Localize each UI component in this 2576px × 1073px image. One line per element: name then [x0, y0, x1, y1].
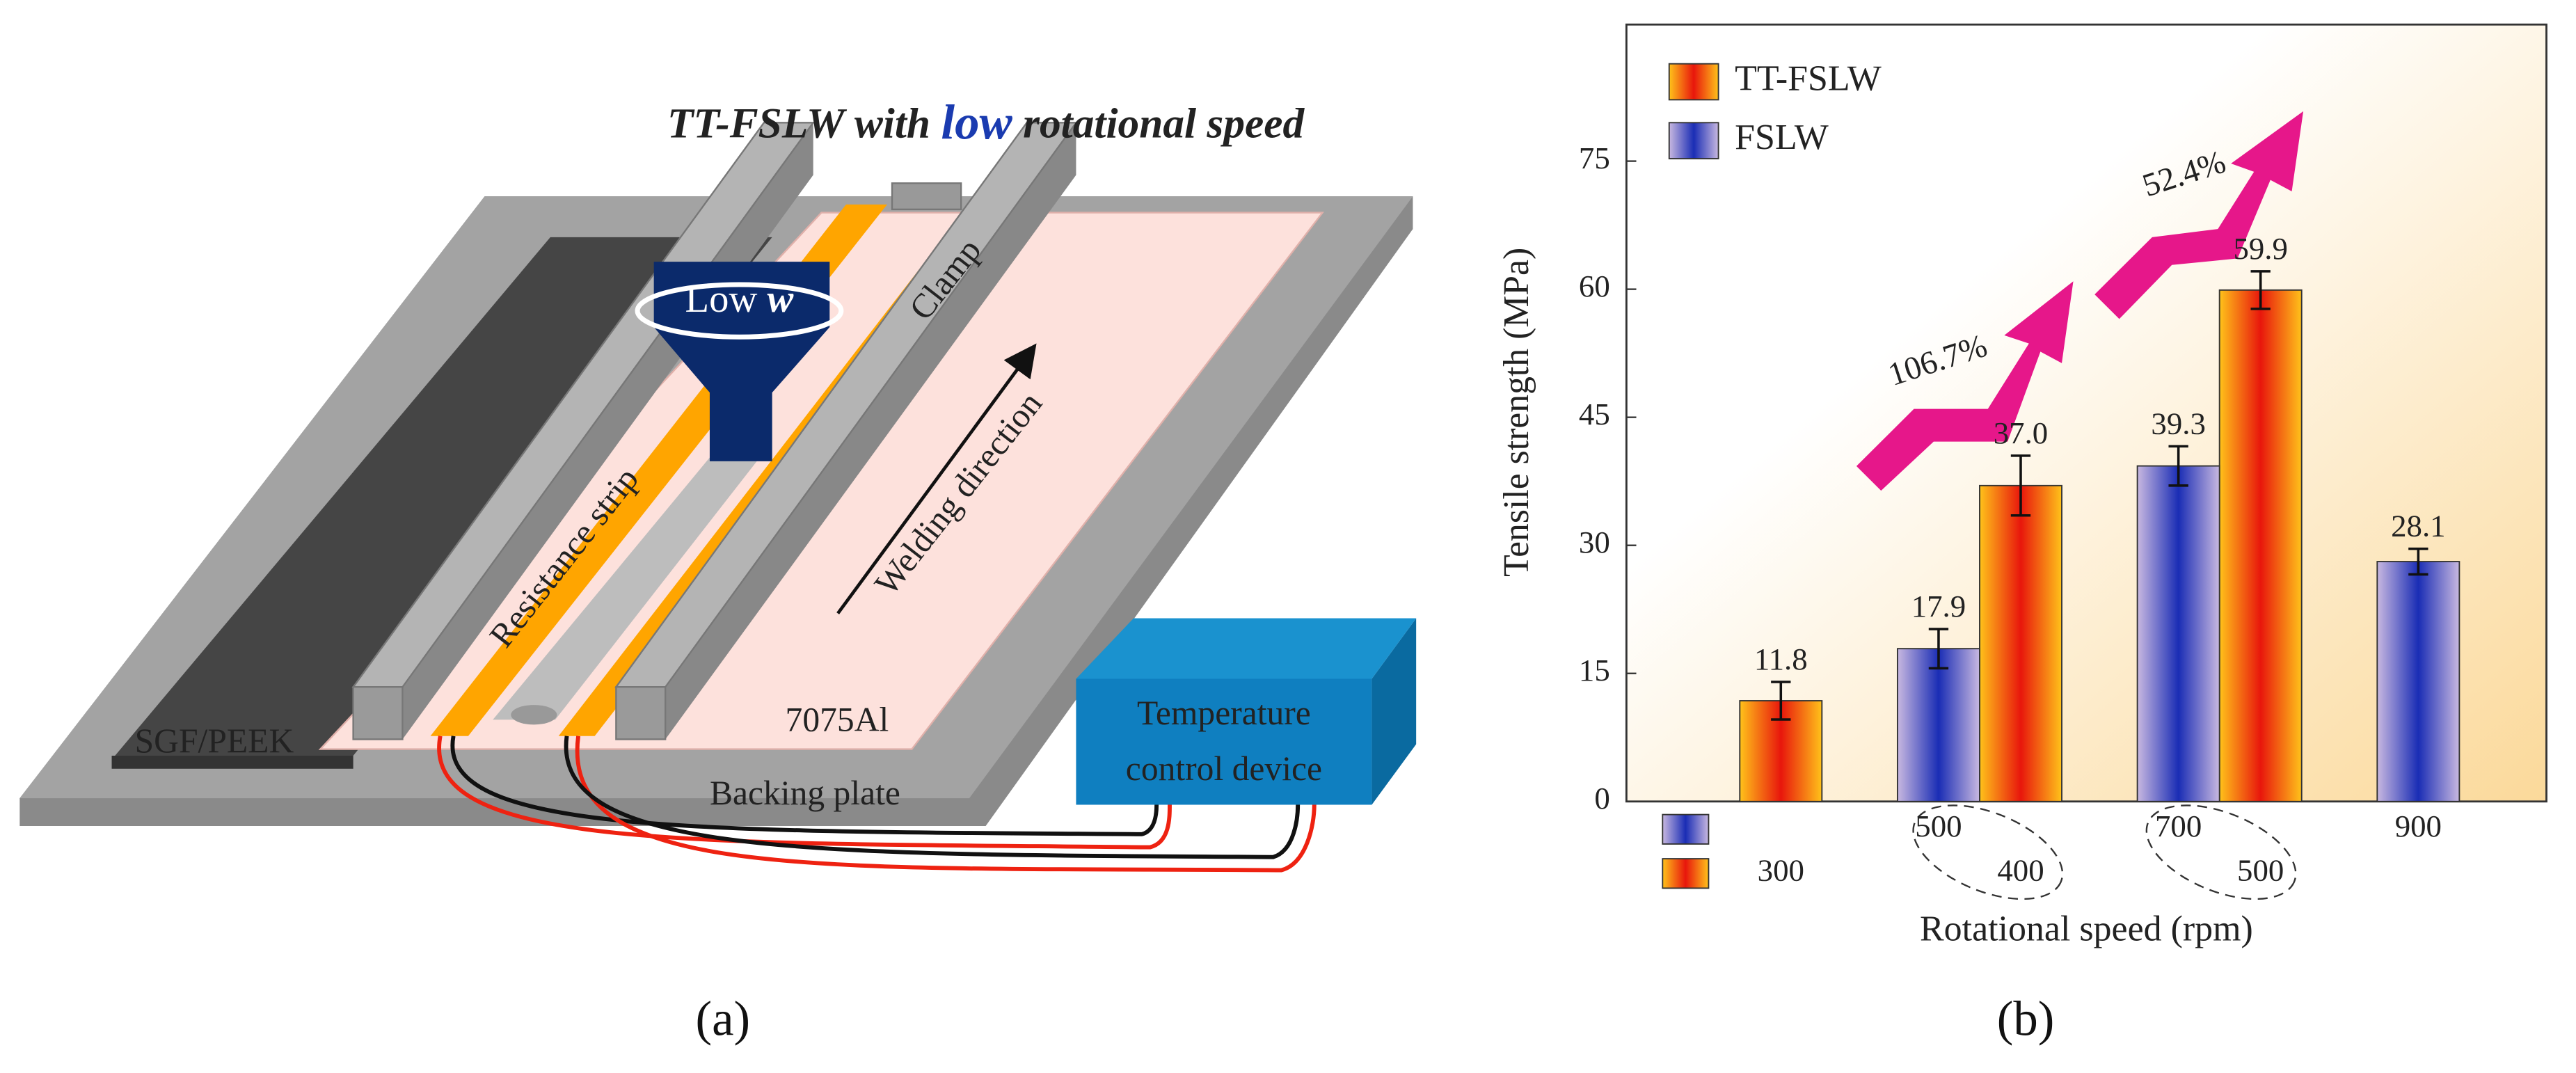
direction-arrow [836, 343, 1037, 614]
panel-label: (a) [696, 992, 751, 1047]
y-tick-label: 15 [1579, 653, 1610, 687]
legend-label: TT-FSLW [1735, 58, 1882, 98]
chart: Tensile strength (MPa) Rotational speed … [1497, 23, 2547, 1047]
value-label: 59.9 [2233, 231, 2287, 266]
bar [2376, 561, 2460, 802]
value-label: 17.9 [1911, 589, 1966, 623]
backing-label: Backing plate [710, 774, 900, 812]
device-label: control device [1126, 749, 1322, 788]
legend-swatch [1668, 122, 1719, 159]
title-part: low [941, 96, 1012, 150]
weld-seam [493, 441, 772, 720]
wire [450, 736, 1159, 836]
device-label: Temperature [1137, 694, 1311, 732]
x-tick-label: 300 [1758, 853, 1804, 888]
group-ring [1912, 804, 2064, 900]
x-tick-label: 500 [1915, 809, 1962, 843]
diagram-title: TT-FSLW with low rotational speed [667, 96, 1305, 150]
clamp-rail [665, 122, 1076, 740]
x-tick-label: 500 [2237, 853, 2284, 888]
x-axis-label: Rotational speed (rpm) [1920, 909, 2253, 949]
x-tick-label: 700 [2155, 809, 2202, 843]
wire [564, 736, 1301, 859]
y-tick-label: 30 [1579, 525, 1610, 559]
legend-swatch [1668, 63, 1719, 101]
wire [575, 736, 1317, 873]
x-tick-label: 900 [2395, 809, 2442, 843]
y-tick-label: 0 [1594, 781, 1609, 816]
sgf-label: SGF/PEEK [135, 722, 294, 760]
value-label: 37.0 [1994, 415, 2048, 450]
tool-text: Low [685, 278, 768, 321]
value-label: 39.3 [2151, 406, 2205, 441]
x-tick-label: 400 [1997, 853, 2044, 888]
y-tick-label: 45 [1579, 397, 1610, 431]
row-swatch [1662, 813, 1710, 845]
device [1076, 678, 1372, 805]
clamp-block [891, 182, 962, 211]
tool-symbol: w [768, 278, 794, 321]
title-part: TT-FSLW with [667, 100, 941, 147]
bar [1896, 648, 1980, 802]
bar [2136, 465, 2220, 802]
panel-label: (b) [1997, 992, 2055, 1047]
group-ring [2145, 804, 2297, 900]
increase-arrow [2094, 111, 2304, 319]
clamp-rail [615, 686, 667, 740]
keyhole [511, 705, 557, 725]
sgf-edge [111, 755, 353, 769]
title-part: rotational speed [1012, 100, 1305, 147]
tool-label: Low w [685, 278, 794, 321]
diagram: TT-FSLW with low rotational speed Low w … [19, 96, 1417, 1047]
clamp-rail [352, 686, 404, 740]
device-side [1372, 618, 1417, 805]
y-tick-label: 60 [1579, 269, 1610, 303]
y-axis-label: Tensile strength (MPa) [1497, 248, 1536, 577]
increase-arrow [1856, 281, 2074, 491]
value-label: 11.8 [1754, 642, 1808, 676]
rotation-ring [635, 282, 844, 340]
bar [2218, 289, 2303, 802]
device-top [1076, 618, 1417, 679]
tool [653, 262, 830, 461]
bar [1979, 484, 2062, 802]
y-tick-label: 75 [1579, 141, 1610, 175]
legend-label: FSLW [1735, 118, 1829, 157]
al-label: 7075Al [786, 700, 889, 738]
row-swatch [1662, 858, 1710, 889]
value-label: 28.1 [2391, 509, 2445, 543]
